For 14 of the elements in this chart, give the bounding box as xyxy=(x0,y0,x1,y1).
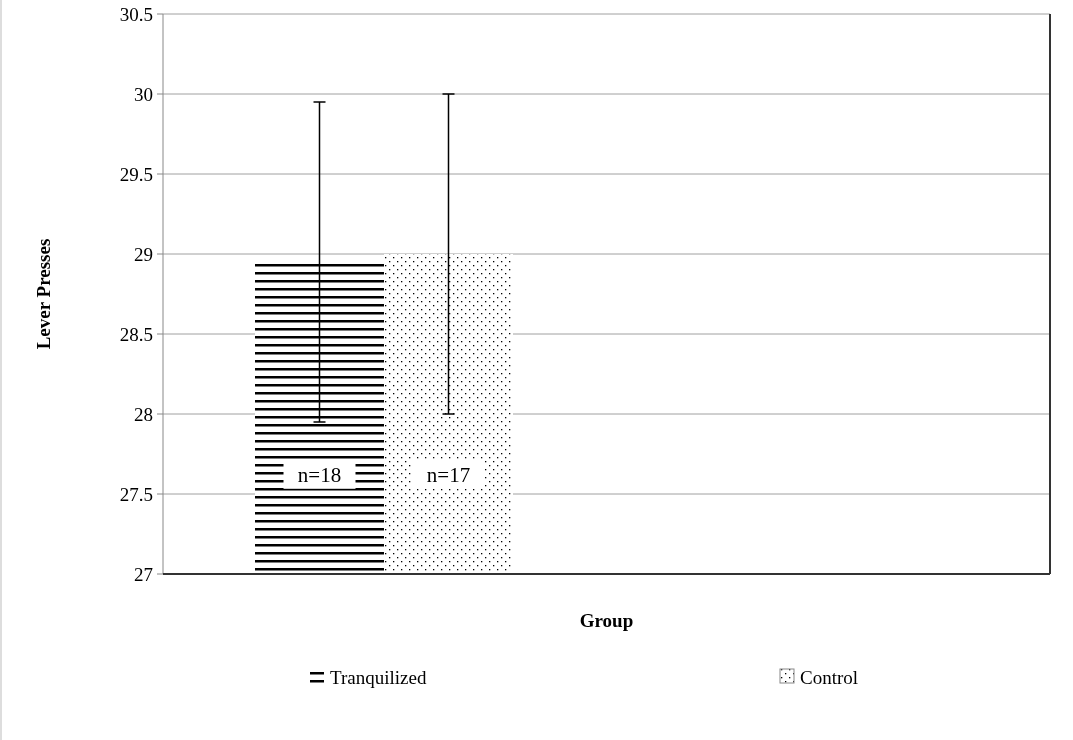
annotation: n=17 xyxy=(426,463,471,488)
y-tick-label: 27 xyxy=(134,563,153,585)
legend-label: Tranquilized xyxy=(330,666,427,688)
y-tick-label: 28.5 xyxy=(119,323,153,345)
y-tick-label: 30.5 xyxy=(119,3,153,25)
y-tick-label: 29.5 xyxy=(119,163,153,185)
y-tick-label: 29 xyxy=(134,243,153,265)
y-tick-label: 28 xyxy=(134,403,153,425)
y-tick-label: 30 xyxy=(134,83,153,105)
legend-label: Control xyxy=(800,666,859,688)
y-tick-label: 27.5 xyxy=(119,483,153,505)
y-axis-title: Lever Presses xyxy=(33,238,54,350)
annotation: n=18 xyxy=(297,463,342,488)
x-axis-title: Group xyxy=(579,610,634,631)
